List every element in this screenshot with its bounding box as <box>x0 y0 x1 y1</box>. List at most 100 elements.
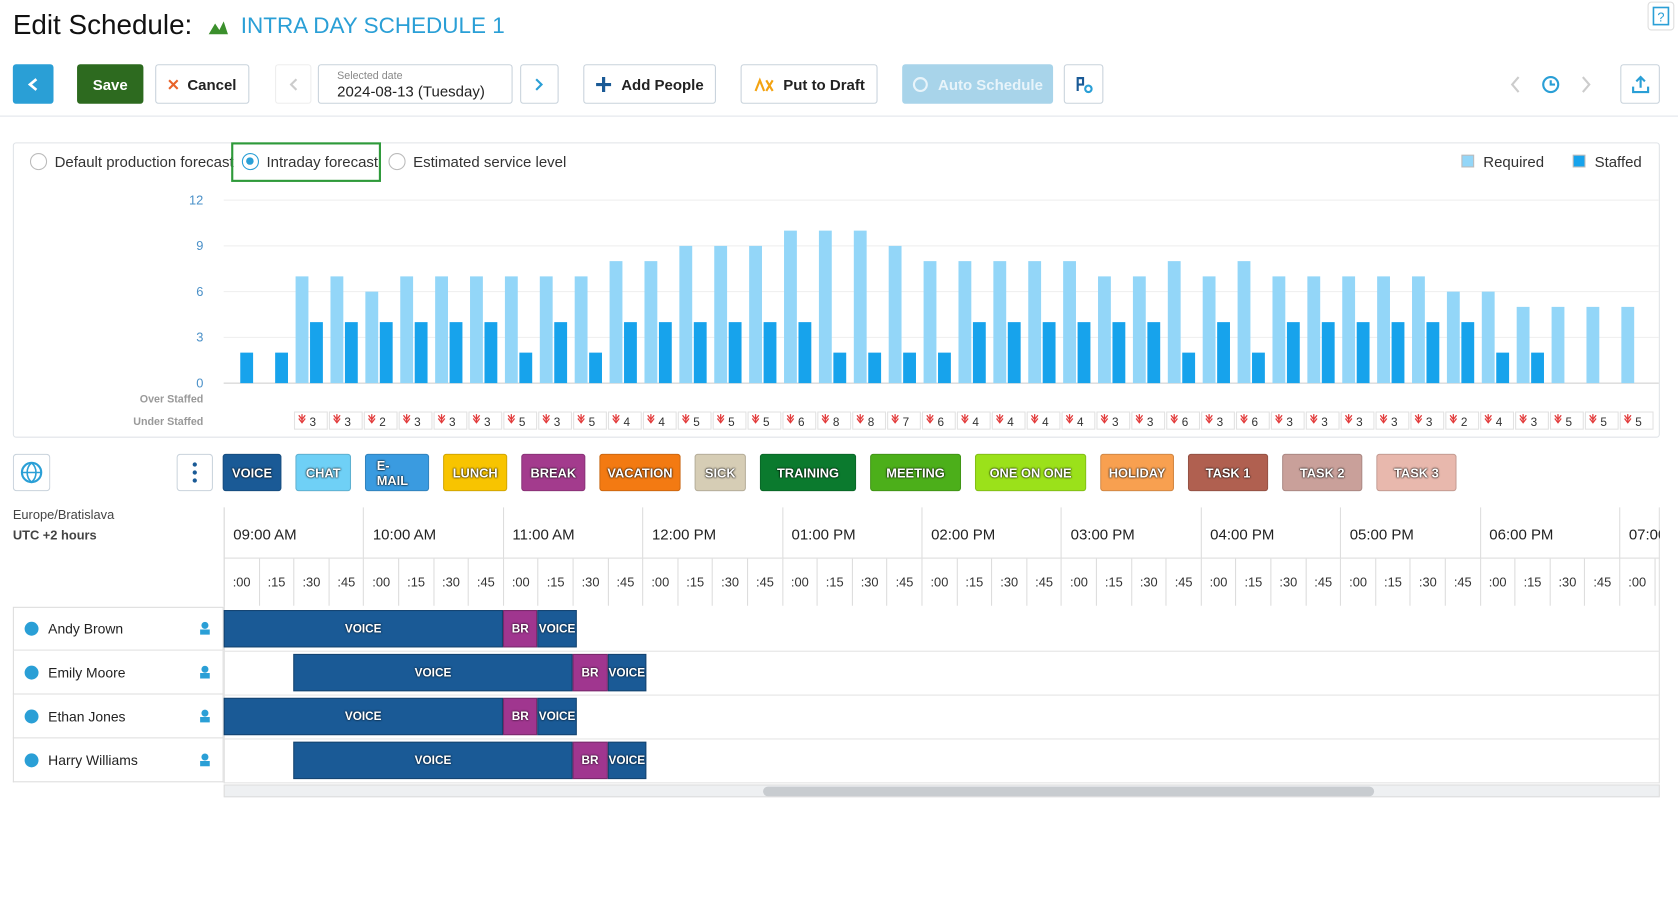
bar <box>728 322 742 384</box>
bar <box>449 322 463 384</box>
bar <box>1586 306 1600 384</box>
cell-box <box>1375 411 1410 430</box>
shift-segment[interactable]: VOICE <box>607 653 647 692</box>
info-icon[interactable] <box>24 621 39 636</box>
under-staffed-value: 3 <box>1531 416 1538 429</box>
shift-segment[interactable]: VOICE <box>537 697 577 736</box>
shift-segment[interactable]: BR <box>502 697 538 736</box>
next-date-button[interactable] <box>520 64 559 104</box>
cell-box <box>642 411 677 430</box>
bar <box>1286 322 1300 384</box>
y-tick-label: 6 <box>196 284 203 299</box>
person-icon[interactable] <box>200 621 210 635</box>
person-name: Emily Moore <box>48 664 126 681</box>
under-staffed-value: 3 <box>1286 416 1293 429</box>
down-arrow <box>1344 414 1353 424</box>
activity-button[interactable]: ONE ON ONE <box>974 453 1087 492</box>
quarter-cell: :45 <box>607 558 642 606</box>
under-staffed-value: 6 <box>1182 416 1189 429</box>
radio[interactable] <box>241 153 259 171</box>
person-icon[interactable] <box>200 709 210 723</box>
shift-segment[interactable]: BR <box>502 610 538 648</box>
info-icon[interactable] <box>24 665 39 680</box>
quarter-cell: :00 <box>921 558 956 606</box>
activity-button[interactable]: E-MAIL <box>364 453 430 492</box>
save-button[interactable]: Save <box>77 64 144 104</box>
activity-button[interactable]: HOLIDAY <box>1100 453 1175 492</box>
shift-segment[interactable]: BR <box>572 653 608 692</box>
export-button[interactable] <box>1620 64 1660 104</box>
activity-button[interactable]: CHAT <box>295 453 352 492</box>
under-staffed-cell: 3 <box>398 411 433 430</box>
activity-button[interactable]: LUNCH <box>443 453 508 492</box>
history-controls[interactable] <box>1504 73 1611 97</box>
shift-segment[interactable]: VOICE <box>537 610 577 648</box>
bar <box>1412 276 1425 384</box>
radio[interactable] <box>29 153 48 171</box>
activity-button[interactable]: TRAINING <box>759 453 857 492</box>
cell-box <box>1340 411 1375 430</box>
cancel-button[interactable]: Cancel <box>155 64 250 104</box>
quarter-cell: :30 <box>293 558 328 606</box>
bar <box>365 291 379 384</box>
activity-button[interactable]: MEETING <box>870 453 962 492</box>
down-arrow <box>1414 414 1423 424</box>
shift-segment[interactable]: VOICE <box>607 741 647 780</box>
shift-segment[interactable]: BR <box>572 741 608 780</box>
cell-box <box>1305 411 1340 430</box>
under-staffed-cell: 4 <box>956 411 991 430</box>
bar <box>749 245 762 384</box>
radio-label: Intraday forecast <box>266 153 379 171</box>
date-field[interactable]: Selected date 2024-08-13 (Tuesday) <box>317 64 513 104</box>
activity-button[interactable]: TASK 2 <box>1282 453 1363 492</box>
shift-segment[interactable]: VOICE <box>293 653 573 692</box>
back-button[interactable] <box>12 64 54 104</box>
activity-button[interactable]: VACATION <box>599 453 681 492</box>
shift-segment[interactable]: VOICE <box>223 610 503 648</box>
schedule-name: INTRA DAY SCHEDULE 1 <box>240 13 505 39</box>
add-people-label: Add People <box>621 75 704 93</box>
page-title: Edit Schedule: <box>12 8 193 41</box>
activity-button[interactable]: SICK <box>694 453 746 492</box>
settings-button[interactable] <box>1063 64 1104 104</box>
activity-button[interactable]: TASK 1 <box>1187 453 1269 492</box>
cell-box <box>1445 411 1480 430</box>
info-icon[interactable] <box>24 709 39 724</box>
activity-label: VOICE <box>232 465 273 480</box>
hour-cell: 07:00 PM <box>1619 507 1660 559</box>
person-icon[interactable] <box>200 665 210 679</box>
more-button[interactable] <box>176 453 213 492</box>
activity-button[interactable]: BREAK <box>521 453 586 492</box>
under-staffed-value: 3 <box>414 416 421 429</box>
under-staffed-value: 5 <box>763 416 770 429</box>
under-staffed-cell: 5 <box>573 411 607 430</box>
shift-segment[interactable]: VOICE <box>223 697 503 736</box>
under-staffed-cell: 2 <box>1445 411 1480 430</box>
timezone-button[interactable] <box>12 453 51 492</box>
scrollbar-thumb[interactable] <box>763 786 1375 797</box>
down-arrow <box>1030 414 1039 424</box>
segment-label: VOICE <box>414 666 452 680</box>
bar <box>1132 276 1146 384</box>
activity-button[interactable]: TASK 3 <box>1376 453 1457 492</box>
person-icon[interactable] <box>200 753 210 767</box>
quarter-cell: :00 <box>1060 558 1096 606</box>
down-arrow <box>1205 414 1213 424</box>
help-button[interactable]: ? <box>1644 0 1678 34</box>
activity-button[interactable]: VOICE <box>222 453 282 492</box>
shift-segment[interactable]: VOICE <box>293 741 573 780</box>
cancel-label: Cancel <box>187 75 237 93</box>
add-people-button[interactable]: Add People <box>583 64 716 104</box>
put-to-draft-button[interactable]: Put to Draft <box>740 64 878 104</box>
bar <box>1516 306 1530 384</box>
cell-box <box>363 411 398 430</box>
cell-box <box>782 411 817 430</box>
info-icon[interactable] <box>24 753 39 768</box>
auto-schedule-button[interactable]: Auto Schedule <box>902 64 1054 104</box>
down-arrow <box>926 414 934 424</box>
radio[interactable] <box>388 153 406 171</box>
bar <box>763 322 777 384</box>
hour-cell: 09:00 AM <box>223 507 364 559</box>
down-arrow <box>507 414 516 424</box>
prev-date-button[interactable] <box>275 64 312 104</box>
